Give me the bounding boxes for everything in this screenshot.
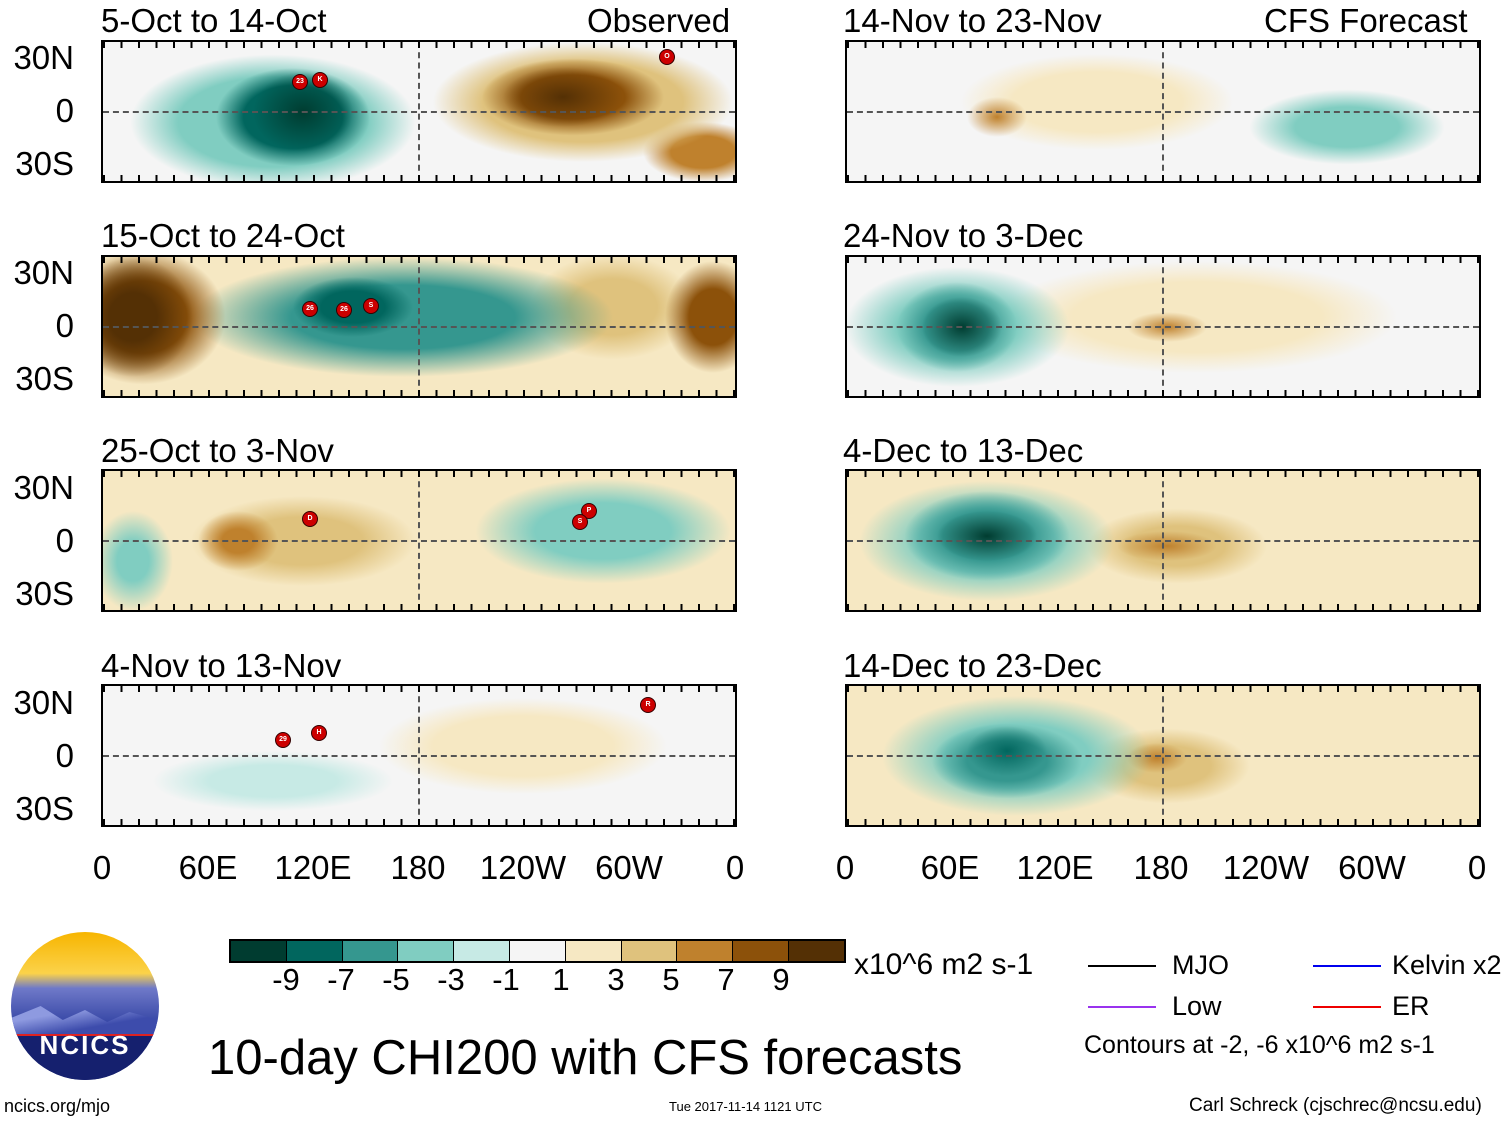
lon-label: 0 xyxy=(725,849,745,886)
lat-label: 0 xyxy=(55,522,74,559)
colorbar xyxy=(229,939,846,963)
map-panel-forecast-2 xyxy=(845,255,1481,398)
storm-marker: 29 xyxy=(275,732,291,748)
lat-label: 30N xyxy=(13,684,74,721)
panel-title: 24-Nov to 3-Dec xyxy=(843,217,1084,254)
legend-er-label: ER xyxy=(1392,991,1430,1021)
lon-label: 180 xyxy=(1133,849,1189,886)
legend-er-line xyxy=(1313,1006,1381,1008)
storm-marker: D xyxy=(302,511,318,527)
colorbar-swatch xyxy=(342,941,399,961)
colorbar-swatch xyxy=(398,941,455,961)
ncics-logo: NCICS xyxy=(11,932,159,1080)
storm-marker: S xyxy=(363,298,379,314)
lon-label: 60W xyxy=(595,849,663,886)
panel-title: 14-Dec to 23-Dec xyxy=(843,647,1102,684)
colorbar-tick-label: -9 xyxy=(272,962,300,997)
storm-marker: 26 xyxy=(302,301,318,317)
legend-mjo-line xyxy=(1088,965,1156,967)
colorbar-tick-label: -7 xyxy=(327,962,355,997)
contours-note: Contours at -2, -6 x10^6 m2 s-1 xyxy=(1084,1031,1435,1059)
legend-kelvin-line xyxy=(1313,965,1381,967)
lat-label: 30S xyxy=(15,145,74,182)
colorbar-tick-label: -1 xyxy=(492,962,520,997)
storm-marker: K xyxy=(312,72,328,88)
panel-title: 25-Oct to 3-Nov xyxy=(101,432,334,469)
colorbar-tick-label: -3 xyxy=(437,962,465,997)
colorbar-units: x10^6 m2 s-1 xyxy=(854,948,1034,981)
main-title: 10-day CHI200 with CFS forecasts xyxy=(208,1031,963,1085)
colorbar-tick-label: 5 xyxy=(662,962,680,997)
panel-title: 15-Oct to 24-Oct xyxy=(101,217,345,254)
lat-label: 30S xyxy=(15,575,74,612)
lon-label: 120E xyxy=(1016,849,1094,886)
lat-label: 30N xyxy=(13,254,74,291)
colorbar-swatch xyxy=(677,941,734,961)
lon-label: 60E xyxy=(920,849,980,886)
lat-label: 30S xyxy=(15,360,74,397)
storm-marker: 26 xyxy=(336,302,352,318)
colorbar-swatch xyxy=(621,941,678,961)
panel-title: 14-Nov to 23-Nov xyxy=(843,2,1102,39)
storm-marker: O xyxy=(659,49,675,65)
lon-label: 120W xyxy=(1222,849,1310,886)
colorbar-swatch xyxy=(733,941,789,961)
panel-title: 4-Dec to 13-Dec xyxy=(843,432,1084,469)
footer-url: ncics.org/mjo xyxy=(4,1096,111,1116)
lon-label: 0 xyxy=(92,849,112,886)
colorbar-swatch xyxy=(286,941,343,961)
lat-label: 30S xyxy=(15,790,74,827)
panel-title: 4-Nov to 13-Nov xyxy=(101,647,342,684)
storm-marker: H xyxy=(311,725,327,741)
lat-label: 0 xyxy=(55,92,74,129)
lon-label: 120E xyxy=(274,849,352,886)
colorbar-tick-label: 9 xyxy=(772,962,790,997)
colorbar-swatch xyxy=(565,941,622,961)
colorbar-swatch xyxy=(509,941,566,961)
map-panel-forecast-3 xyxy=(845,469,1481,612)
lat-label: 0 xyxy=(55,737,74,774)
colorbar-swatch xyxy=(788,941,844,961)
legend-low-line xyxy=(1088,1006,1156,1008)
observed-label: Observed xyxy=(587,2,731,39)
lon-label: 0 xyxy=(1467,849,1487,886)
storm-marker: 23 xyxy=(292,74,308,90)
colorbar-tick-label: -5 xyxy=(382,962,410,997)
cfs-forecast-label: CFS Forecast xyxy=(1264,2,1468,39)
colorbar-tick-label: 7 xyxy=(717,962,735,997)
legend-mjo-label: MJO xyxy=(1172,950,1229,980)
storm-marker: R xyxy=(640,697,656,713)
colorbar-swatch xyxy=(231,941,287,961)
footer-timestamp: Tue 2017-11-14 1121 UTC xyxy=(669,1099,822,1114)
logo-text: NCICS xyxy=(39,1030,131,1060)
lon-label: 120W xyxy=(479,849,567,886)
lon-label: 60E xyxy=(178,849,238,886)
map-panel-forecast-4 xyxy=(845,684,1481,827)
map-panel-observed-2: 26 26 S xyxy=(101,255,737,398)
colorbar-swatch xyxy=(454,941,510,961)
map-panel-observed-4: 29 H R xyxy=(101,684,737,827)
lon-label: 0 xyxy=(835,849,855,886)
lon-label: 60W xyxy=(1338,849,1406,886)
map-panel-forecast-1 xyxy=(845,40,1481,183)
panel-title: 5-Oct to 14-Oct xyxy=(101,2,327,39)
lat-label: 30N xyxy=(13,469,74,506)
legend-low-label: Low xyxy=(1172,991,1222,1021)
lat-label: 30N xyxy=(13,39,74,76)
map-panel-observed-3: D P S xyxy=(101,469,737,612)
map-panel-observed-1: 23 K O xyxy=(101,40,737,183)
legend-kelvin-label: Kelvin x2 xyxy=(1392,950,1502,980)
colorbar-tick-label: 1 xyxy=(552,962,570,997)
lat-label: 0 xyxy=(55,307,74,344)
storm-marker: S xyxy=(572,514,588,530)
lon-label: 180 xyxy=(390,849,446,886)
colorbar-tick-label: 3 xyxy=(607,962,625,997)
footer-author: Carl Schreck (cjschrec@ncsu.edu) xyxy=(1189,1095,1482,1116)
logo-band xyxy=(11,1034,159,1080)
